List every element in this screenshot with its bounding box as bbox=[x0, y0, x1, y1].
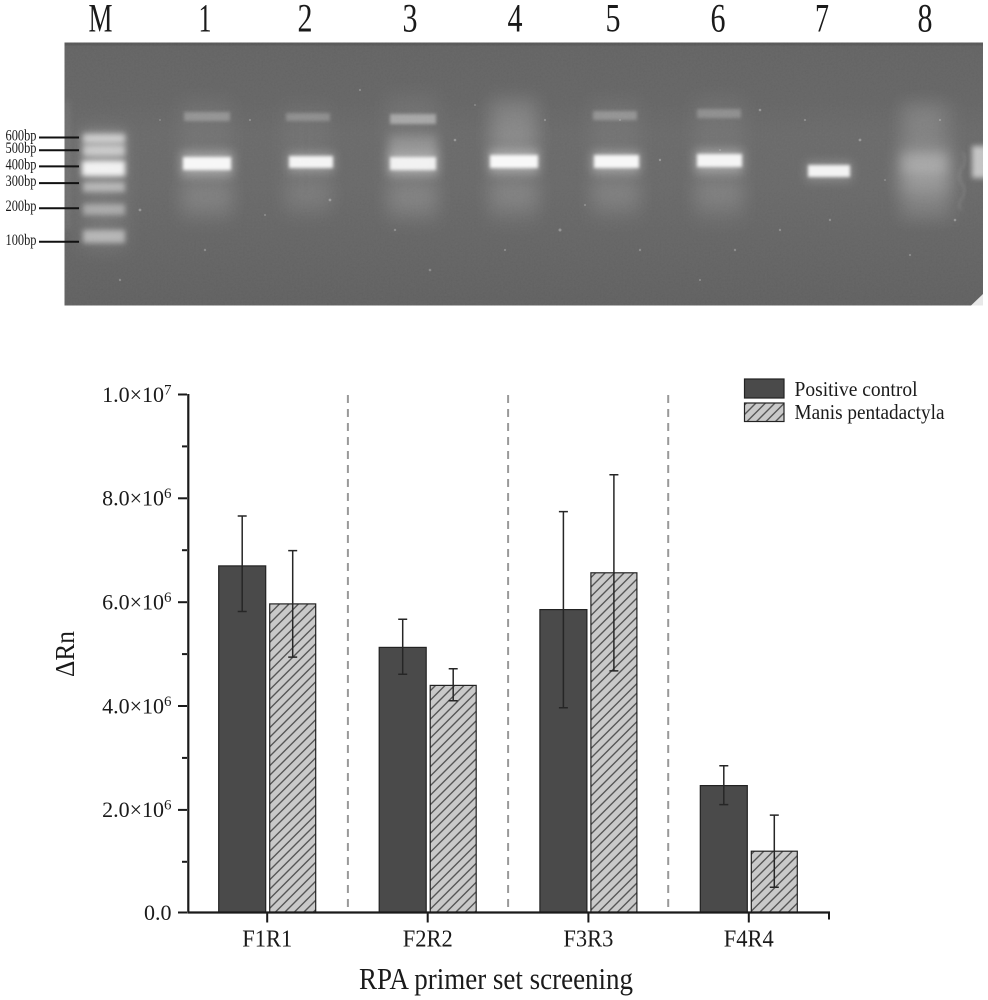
svg-text:F4R4: F4R4 bbox=[724, 927, 774, 953]
svg-text:6.0×106: 6.0×106 bbox=[102, 590, 172, 615]
svg-text:8.0×106: 8.0×106 bbox=[102, 486, 172, 511]
svg-text:1.0×107: 1.0×107 bbox=[102, 382, 172, 407]
svg-text:4.0×106: 4.0×106 bbox=[102, 693, 172, 718]
svg-text:ΔRn: ΔRn bbox=[50, 631, 80, 677]
svg-text:200bp: 200bp bbox=[6, 198, 37, 215]
svg-text:2: 2 bbox=[298, 0, 313, 41]
svg-text:8: 8 bbox=[918, 0, 933, 41]
svg-text:100bp: 100bp bbox=[6, 232, 37, 249]
svg-text:400bp: 400bp bbox=[6, 156, 37, 173]
svg-text:5: 5 bbox=[606, 0, 621, 41]
svg-text:1: 1 bbox=[199, 0, 212, 41]
svg-text:M: M bbox=[89, 0, 113, 41]
svg-text:Positive control: Positive control bbox=[795, 377, 918, 401]
svg-text:F1R1: F1R1 bbox=[242, 927, 292, 953]
svg-text:300bp: 300bp bbox=[6, 173, 37, 190]
svg-text:Manis pentadactyla: Manis pentadactyla bbox=[795, 400, 946, 424]
svg-text:2.0×106: 2.0×106 bbox=[102, 797, 172, 822]
svg-text:600bp: 600bp bbox=[6, 128, 37, 145]
svg-text:F3R3: F3R3 bbox=[563, 927, 613, 953]
svg-text:6: 6 bbox=[711, 0, 726, 41]
svg-text:RPA primer set screening: RPA primer set screening bbox=[359, 961, 633, 996]
svg-text:0.0: 0.0 bbox=[144, 900, 172, 925]
svg-text:500bp: 500bp bbox=[6, 140, 37, 157]
svg-text:4: 4 bbox=[508, 0, 523, 41]
svg-text:7: 7 bbox=[815, 0, 829, 41]
svg-text:3: 3 bbox=[403, 0, 418, 41]
svg-text:F2R2: F2R2 bbox=[403, 927, 453, 953]
